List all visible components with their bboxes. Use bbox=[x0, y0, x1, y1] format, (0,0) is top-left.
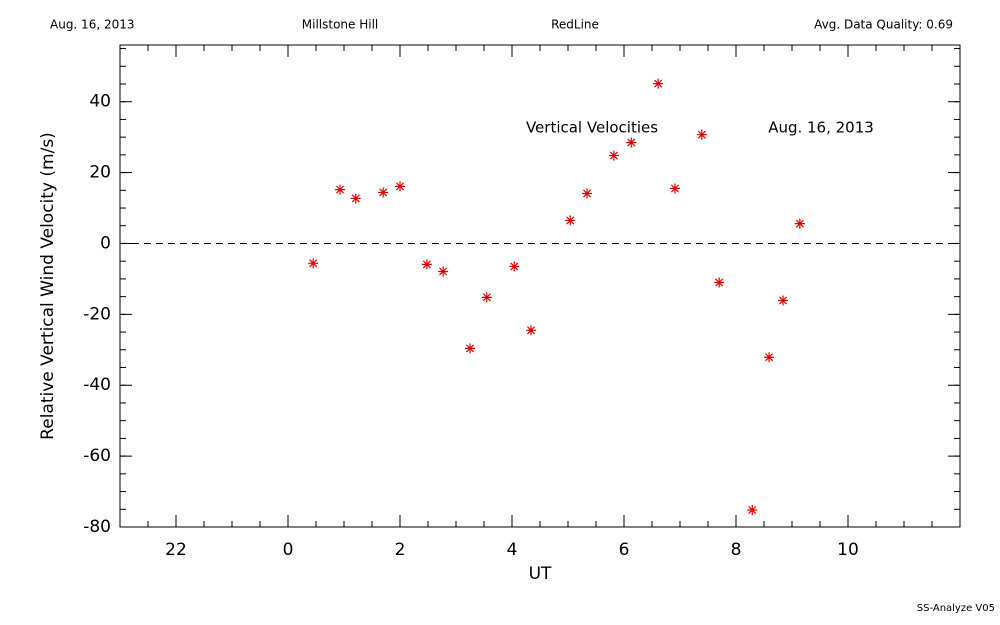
data-point bbox=[509, 261, 520, 272]
data-point bbox=[481, 292, 492, 303]
data-point bbox=[395, 181, 405, 192]
x-tick-label: 4 bbox=[507, 540, 518, 560]
plot-frame bbox=[119, 44, 961, 528]
header-site: Millstone Hill bbox=[302, 18, 378, 32]
data-point bbox=[747, 504, 758, 515]
y-tick-label: -60 bbox=[83, 446, 111, 466]
y-tick-label: 40 bbox=[89, 92, 111, 112]
data-point bbox=[335, 184, 346, 195]
data-point bbox=[350, 193, 361, 204]
data-point bbox=[421, 259, 432, 270]
footer: SS-Analyze V05 bbox=[917, 603, 995, 614]
x-axis-label: UT bbox=[529, 564, 552, 584]
header-quality: Avg. Data Quality: 0.69 bbox=[814, 18, 953, 32]
data-point bbox=[308, 258, 319, 269]
data-point bbox=[608, 150, 619, 161]
header-line: RedLine bbox=[551, 18, 599, 32]
annotation: Aug. 16, 2013 bbox=[768, 119, 874, 137]
y-axis-label: Relative Vertical Wind Velocity (m/s) bbox=[38, 132, 58, 440]
y-tick-label: -80 bbox=[83, 517, 111, 537]
data-point bbox=[764, 352, 775, 363]
data-point bbox=[378, 187, 389, 198]
data-point bbox=[696, 129, 707, 140]
data-point bbox=[626, 137, 637, 148]
x-tick-label: 10 bbox=[837, 540, 859, 560]
data-point bbox=[526, 325, 537, 336]
data-point bbox=[714, 277, 725, 288]
data-point bbox=[438, 266, 449, 277]
data-point bbox=[794, 218, 805, 229]
x-tick-label: 6 bbox=[619, 540, 630, 560]
data-point bbox=[582, 188, 593, 199]
y-tick-label: -40 bbox=[83, 375, 111, 395]
x-tick-label: 0 bbox=[283, 540, 294, 560]
annotation: Vertical Velocities bbox=[526, 119, 658, 137]
data-point bbox=[653, 78, 664, 89]
data-point bbox=[778, 295, 789, 306]
x-tick-label: 2 bbox=[395, 540, 406, 560]
x-tick-label: 8 bbox=[731, 540, 742, 560]
data-point bbox=[465, 343, 475, 354]
data-point bbox=[565, 215, 576, 226]
y-tick-label: 20 bbox=[89, 163, 111, 183]
header-date: Aug. 16, 2013 bbox=[50, 18, 135, 32]
y-tick-label: 0 bbox=[100, 233, 111, 253]
y-tick-label: -20 bbox=[83, 304, 111, 324]
data-point bbox=[669, 183, 680, 194]
x-tick-label: 22 bbox=[165, 540, 187, 560]
